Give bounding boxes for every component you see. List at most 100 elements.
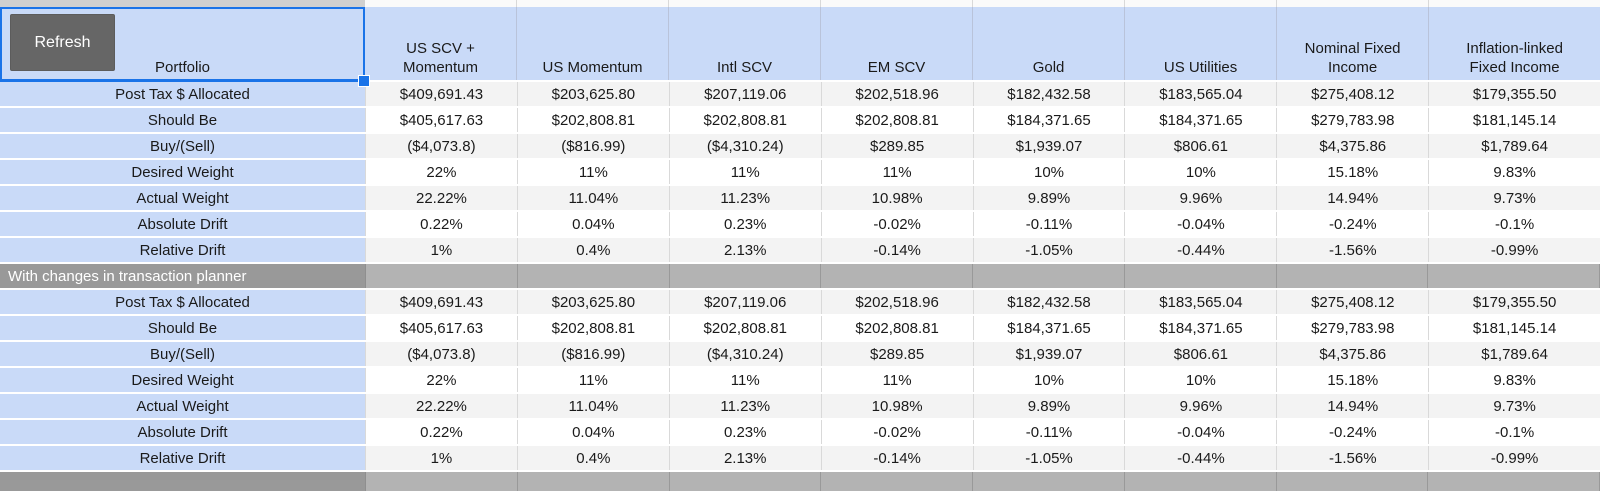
value-cell[interactable]: $405,617.63 (366, 108, 518, 132)
value-cell[interactable]: $405,617.63 (366, 316, 518, 340)
band-cell[interactable] (1428, 472, 1600, 491)
row-label-cell[interactable]: Desired Weight (0, 160, 365, 184)
selection-fill-handle[interactable] (358, 75, 370, 87)
value-cell[interactable]: $202,808.81 (821, 316, 974, 340)
value-cell[interactable]: 9.96% (1125, 394, 1278, 418)
row-label-cell[interactable]: Should Be (0, 108, 365, 132)
value-cell[interactable]: $409,691.43 (366, 82, 518, 106)
value-cell[interactable]: ($816.99) (517, 342, 670, 366)
value-cell[interactable]: $202,518.96 (821, 82, 974, 106)
value-cell[interactable]: 11% (517, 368, 670, 392)
value-cell[interactable]: 15.18% (1277, 160, 1430, 184)
value-cell[interactable]: $203,625.80 (517, 82, 670, 106)
value-cell[interactable]: 11.23% (669, 186, 822, 210)
value-cell[interactable]: -1.05% (973, 238, 1126, 262)
band-cell[interactable] (973, 264, 1125, 288)
row-label-cell[interactable]: Post Tax $ Allocated (0, 290, 365, 314)
value-cell[interactable]: 2.13% (669, 446, 822, 470)
value-cell[interactable]: -1.56% (1277, 446, 1430, 470)
value-cell[interactable]: $289.85 (821, 134, 974, 158)
band-cell[interactable] (1124, 472, 1277, 491)
value-cell[interactable]: ($4,073.8) (366, 342, 518, 366)
value-cell[interactable]: 10% (973, 160, 1126, 184)
value-cell[interactable]: $203,625.80 (517, 290, 670, 314)
value-cell[interactable]: $202,808.81 (669, 316, 822, 340)
row-label-cell[interactable]: Post Tax $ Allocated (0, 82, 365, 106)
value-cell[interactable]: 10.98% (821, 394, 974, 418)
value-cell[interactable]: 0.4% (517, 238, 670, 262)
column-header-inflation-linked-fixed-income[interactable]: Inflation-linked Fixed Income (1429, 7, 1600, 80)
value-cell[interactable]: -0.44% (1125, 446, 1278, 470)
value-cell[interactable]: 14.94% (1277, 394, 1430, 418)
row-label-cell[interactable]: Buy/(Sell) (0, 342, 365, 366)
value-cell[interactable]: -0.02% (821, 212, 974, 236)
value-cell[interactable]: $275,408.12 (1277, 290, 1430, 314)
portfolio-header-cell[interactable]: Refresh Portfolio (0, 7, 370, 87)
value-cell[interactable]: 10% (973, 368, 1126, 392)
value-cell[interactable]: $184,371.65 (1125, 108, 1278, 132)
band-cell[interactable] (973, 472, 1125, 491)
value-cell[interactable]: -0.14% (821, 446, 974, 470)
value-cell[interactable]: 2.13% (669, 238, 822, 262)
value-cell[interactable]: $202,808.81 (517, 316, 670, 340)
value-cell[interactable]: 0.04% (517, 420, 670, 444)
value-cell[interactable]: $182,432.58 (973, 82, 1126, 106)
value-cell[interactable]: $181,145.14 (1429, 316, 1600, 340)
band-label-cell[interactable] (0, 472, 365, 491)
value-cell[interactable]: 11.23% (669, 394, 822, 418)
column-header-nominal-fixed-income[interactable]: Nominal Fixed Income (1277, 7, 1430, 80)
value-cell[interactable]: $409,691.43 (366, 290, 518, 314)
value-cell[interactable]: ($4,310.24) (669, 342, 822, 366)
value-cell[interactable]: 0.22% (366, 212, 518, 236)
value-cell[interactable]: 9.96% (1125, 186, 1278, 210)
value-cell[interactable]: $806.61 (1125, 342, 1278, 366)
row-label-cell[interactable]: Actual Weight (0, 186, 365, 210)
value-cell[interactable]: 11.04% (517, 186, 670, 210)
value-cell[interactable]: $181,145.14 (1429, 108, 1600, 132)
row-label-cell[interactable]: Absolute Drift (0, 212, 365, 236)
column-header-us-scv-momentum[interactable]: US SCV + Momentum (365, 7, 518, 80)
value-cell[interactable]: $1,939.07 (973, 342, 1126, 366)
value-cell[interactable]: $1,789.64 (1429, 342, 1600, 366)
value-cell[interactable]: 15.18% (1277, 368, 1430, 392)
value-cell[interactable]: 11% (669, 368, 822, 392)
value-cell[interactable]: 1% (366, 446, 518, 470)
value-cell[interactable]: $207,119.06 (669, 82, 822, 106)
value-cell[interactable]: 0.22% (366, 420, 518, 444)
value-cell[interactable]: $289.85 (821, 342, 974, 366)
refresh-button[interactable]: Refresh (10, 14, 115, 71)
value-cell[interactable]: -0.24% (1277, 212, 1430, 236)
value-cell[interactable]: $183,565.04 (1125, 290, 1278, 314)
value-cell[interactable]: -1.05% (973, 446, 1126, 470)
value-cell[interactable]: 22.22% (366, 394, 518, 418)
value-cell[interactable]: 0.4% (517, 446, 670, 470)
value-cell[interactable]: $4,375.86 (1277, 134, 1430, 158)
value-cell[interactable]: $806.61 (1125, 134, 1278, 158)
row-label-cell[interactable]: Desired Weight (0, 368, 365, 392)
value-cell[interactable]: $202,808.81 (821, 108, 974, 132)
value-cell[interactable]: $275,408.12 (1277, 82, 1430, 106)
value-cell[interactable]: $1,939.07 (973, 134, 1126, 158)
value-cell[interactable]: $202,808.81 (669, 108, 822, 132)
value-cell[interactable]: 9.73% (1429, 394, 1600, 418)
value-cell[interactable]: $182,432.58 (973, 290, 1126, 314)
value-cell[interactable]: $202,518.96 (821, 290, 974, 314)
band-cell[interactable] (669, 472, 822, 491)
column-header-em-scv[interactable]: EM SCV (821, 7, 974, 80)
value-cell[interactable]: $202,808.81 (517, 108, 670, 132)
band-cell[interactable] (1124, 264, 1277, 288)
row-label-cell[interactable]: Buy/(Sell) (0, 134, 365, 158)
value-cell[interactable]: -0.02% (821, 420, 974, 444)
band-cell[interactable] (1276, 264, 1429, 288)
value-cell[interactable]: 9.89% (973, 394, 1126, 418)
band-label-cell[interactable]: With changes in transaction planner (0, 264, 365, 288)
band-cell[interactable] (517, 472, 670, 491)
value-cell[interactable]: -0.11% (973, 212, 1126, 236)
value-cell[interactable]: $184,371.65 (1125, 316, 1278, 340)
value-cell[interactable]: 0.23% (669, 212, 822, 236)
value-cell[interactable]: 22.22% (366, 186, 518, 210)
value-cell[interactable]: -0.44% (1125, 238, 1278, 262)
value-cell[interactable]: 22% (366, 368, 518, 392)
value-cell[interactable]: 1% (366, 238, 518, 262)
band-cell[interactable] (517, 264, 670, 288)
